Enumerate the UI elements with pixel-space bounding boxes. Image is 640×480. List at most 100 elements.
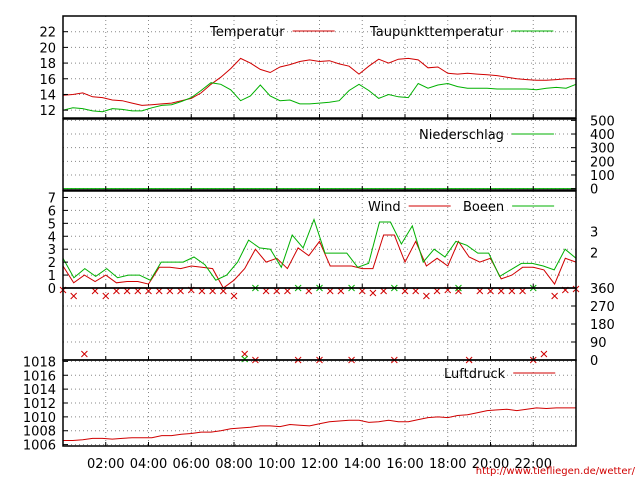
y-tick-label: 1014 <box>23 383 56 398</box>
panel-frames <box>62 15 577 447</box>
wind-direction-point <box>358 287 366 295</box>
y-tick-label: 1 <box>48 269 56 284</box>
x-tick-label: 04:00 <box>130 457 167 472</box>
panel-frame <box>62 359 577 447</box>
wind-direction-point <box>412 287 420 295</box>
y-tick-label: 4 <box>48 230 56 245</box>
legends: Temperatur Taupunkttemperatur Niederschlag… <box>209 25 556 382</box>
wind-direction-point <box>551 292 558 300</box>
y-tick-label: 360 <box>590 282 615 297</box>
wind-direction-point <box>81 350 88 358</box>
y-tick-label: 1018 <box>23 355 56 370</box>
y-tick-label: 1016 <box>23 369 56 384</box>
y-tick-label: 500 <box>590 114 615 129</box>
x-tick-label: 18:00 <box>429 457 466 472</box>
wind-direction-point <box>380 287 387 295</box>
wind-direction-point <box>166 287 174 295</box>
y-tick-label: 20 <box>39 41 56 56</box>
wind-direction-point <box>401 287 409 295</box>
wind-direction-point <box>508 287 516 295</box>
y-tick-label: 100 <box>590 169 615 184</box>
right-tick-label: 2 <box>590 247 598 262</box>
y-tick-label: 90 <box>590 336 607 351</box>
wind-direction-point <box>337 287 345 295</box>
wind-direction-point <box>476 287 484 295</box>
right-tick-label: 3 <box>590 225 598 240</box>
wind-direction-point <box>102 292 110 300</box>
wind-direction-point <box>113 287 120 295</box>
y-tick-label: 400 <box>590 128 615 143</box>
y-tick-label: 0 <box>48 282 56 297</box>
y-tick-label: 0 <box>590 354 598 369</box>
y-tick-label: 12 <box>39 104 56 119</box>
x-tick-label: 02:00 <box>87 457 124 472</box>
series-line-taupunkttemperatur <box>62 82 577 113</box>
x-tick-label: 10:00 <box>258 457 295 472</box>
wind-direction-point <box>497 287 505 295</box>
wind-direction-point <box>326 287 334 295</box>
y-tick-label: 18 <box>39 57 56 72</box>
x-tick-label: 22:00 <box>515 457 552 472</box>
legend-label: Wind <box>368 200 401 215</box>
y-tick-label: 6 <box>48 204 56 219</box>
y-tick-label: 180 <box>590 318 615 333</box>
wind-direction-point <box>155 287 163 295</box>
tick-labels: 1214161820220100200300400500012345672309… <box>23 26 615 472</box>
x-tick-label: 14:00 <box>344 457 381 472</box>
x-tick-label: 12:00 <box>301 457 338 472</box>
series-line-boeen <box>62 218 577 281</box>
y-tick-label: 7 <box>48 191 56 206</box>
wind-direction-point <box>230 292 238 300</box>
y-tick-label: 2 <box>48 256 56 271</box>
x-tick-label: 20:00 <box>472 457 509 472</box>
wind-direction-point <box>369 289 377 297</box>
wind-direction-point <box>145 287 152 295</box>
wind-direction-point <box>70 292 78 300</box>
y-tick-label: 300 <box>590 142 615 157</box>
panel-frame <box>62 15 577 119</box>
y-tick-label: 1006 <box>23 439 56 454</box>
y-tick-label: 3 <box>48 243 56 258</box>
credit-text: http://www.tiefliegen.de/wetter/ <box>476 466 636 477</box>
y-tick-label: 16 <box>39 73 56 88</box>
wind-direction-point <box>519 287 526 295</box>
series-line-luftdruck <box>63 407 576 441</box>
y-tick-label: 22 <box>39 26 56 41</box>
wind-direction-point <box>177 287 184 295</box>
series-line-wind <box>62 234 577 289</box>
legend-label: Temperatur <box>209 25 285 40</box>
x-tick-label: 16:00 <box>386 457 423 472</box>
wind-direction-point <box>241 350 249 358</box>
wind-direction-point <box>433 287 441 295</box>
panel-frame <box>62 118 577 191</box>
wind-direction-point <box>487 287 494 295</box>
x-tick-label: 06:00 <box>173 457 210 472</box>
wind-direction-point <box>273 287 281 295</box>
legend-label: Luftdruck <box>444 367 506 382</box>
y-tick-label: 270 <box>590 300 615 315</box>
wind-direction-point <box>241 355 249 363</box>
wind-direction-point <box>134 287 142 295</box>
x-tick-label: 08:00 <box>215 457 252 472</box>
wind-direction-point <box>123 287 131 295</box>
legend-label: Taupunkttemperatur <box>369 25 504 40</box>
wind-direction-point <box>262 287 270 295</box>
y-tick-label: 14 <box>39 88 56 103</box>
legend-label: Boeen <box>463 200 504 215</box>
wind-direction-point <box>540 350 548 358</box>
legend-label: Niederschlag <box>419 128 504 143</box>
y-tick-label: 1008 <box>23 425 56 440</box>
y-tick-label: 5 <box>48 217 56 232</box>
wind-direction-point <box>219 287 227 295</box>
y-tick-label: 0 <box>590 183 598 198</box>
y-tick-label: 1010 <box>23 411 56 426</box>
wind-direction-point <box>198 287 206 295</box>
wind-direction-point <box>284 287 291 295</box>
wind-direction-point <box>209 287 216 295</box>
series-line-temperatur <box>62 57 576 106</box>
wind-direction-point <box>423 292 430 300</box>
wind-direction-point <box>305 287 313 295</box>
y-tick-label: 200 <box>590 155 615 170</box>
y-tick-label: 1012 <box>23 397 56 412</box>
